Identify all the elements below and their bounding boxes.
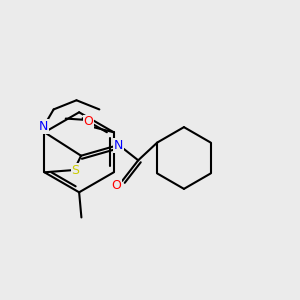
Text: N: N	[39, 120, 48, 133]
Text: S: S	[71, 164, 79, 176]
Text: O: O	[112, 179, 122, 192]
Text: N: N	[114, 139, 124, 152]
Text: O: O	[84, 116, 94, 128]
